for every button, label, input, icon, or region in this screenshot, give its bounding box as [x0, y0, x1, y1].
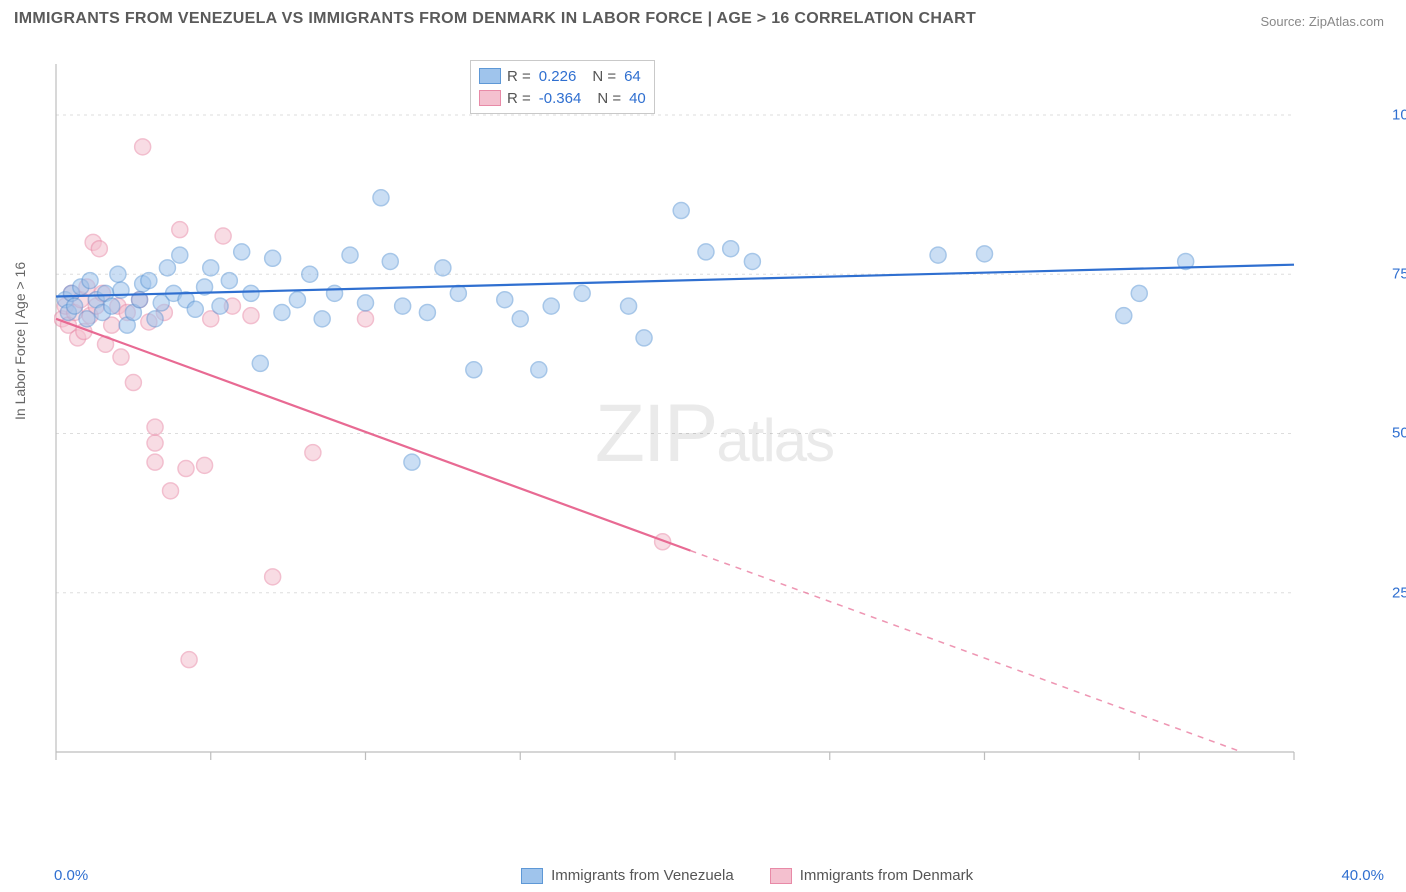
n-value-venezuela: 64	[624, 68, 641, 85]
bottom-legend-denmark: Immigrants from Denmark	[770, 867, 973, 884]
r-label: R =	[507, 68, 531, 85]
r-value-denmark: -0.364	[539, 90, 582, 107]
legend-swatch-denmark	[479, 90, 501, 106]
legend-row-denmark: R = -0.364 N = 40	[479, 87, 646, 109]
x-axis-max-label: 40.0%	[1341, 867, 1384, 884]
chart-container: IMMIGRANTS FROM VENEZUELA VS IMMIGRANTS …	[0, 0, 1406, 892]
bottom-legend-label-denmark: Immigrants from Denmark	[800, 867, 973, 884]
n-label: N =	[597, 90, 621, 107]
legend-swatch-denmark-bottom	[770, 868, 792, 884]
scatter-plot	[54, 60, 1374, 780]
legend-swatch-venezuela-bottom	[521, 868, 543, 884]
r-value-venezuela: 0.226	[539, 68, 577, 85]
y-axis-label: In Labor Force | Age > 16	[12, 262, 28, 420]
r-label: R =	[507, 90, 531, 107]
y-tick-label: 50.0%	[1378, 425, 1406, 442]
bottom-legend-venezuela: Immigrants from Venezuela	[521, 867, 734, 884]
y-tick-label: 25.0%	[1378, 584, 1406, 601]
source-attribution: Source: ZipAtlas.com	[1260, 14, 1384, 29]
legend-swatch-venezuela	[479, 68, 501, 84]
y-tick-label: 75.0%	[1378, 266, 1406, 283]
legend-row-venezuela: R = 0.226 N = 64	[479, 65, 646, 87]
n-label: N =	[592, 68, 616, 85]
x-axis-min-label: 0.0%	[54, 867, 88, 884]
chart-title: IMMIGRANTS FROM VENEZUELA VS IMMIGRANTS …	[14, 10, 1392, 28]
n-value-denmark: 40	[629, 90, 646, 107]
correlation-legend: R = 0.226 N = 64 R = -0.364 N = 40	[470, 60, 655, 114]
bottom-legend-bar: 0.0% Immigrants from Venezuela Immigrant…	[0, 867, 1406, 884]
y-tick-label: 100.0%	[1378, 106, 1406, 123]
plot-area: R = 0.226 N = 64 R = -0.364 N = 40 ZIPat…	[54, 60, 1374, 780]
bottom-legend-label-venezuela: Immigrants from Venezuela	[551, 867, 734, 884]
